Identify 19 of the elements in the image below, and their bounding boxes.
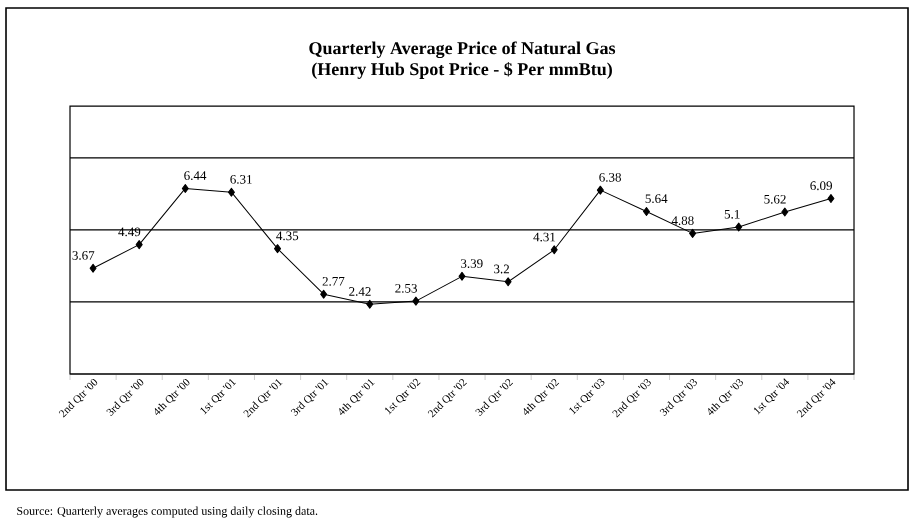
point: [735, 222, 743, 232]
chart-subtitle: (Henry Hub Spot Price - $ Per mmBtu): [312, 62, 612, 79]
point: [781, 207, 789, 217]
point: [458, 271, 466, 281]
point: [596, 185, 604, 195]
point: [504, 277, 512, 287]
point: [689, 228, 697, 238]
chart-title: Quarterly Average Price of Natural Gas: [309, 41, 616, 59]
point: [320, 289, 328, 299]
point: [366, 299, 374, 309]
point: [89, 263, 97, 273]
point: [135, 240, 143, 250]
point: [274, 244, 282, 254]
point: [827, 194, 835, 204]
point: [550, 245, 558, 255]
point: [642, 206, 650, 216]
point: [412, 296, 420, 306]
point: [227, 187, 235, 197]
point: [181, 183, 189, 193]
